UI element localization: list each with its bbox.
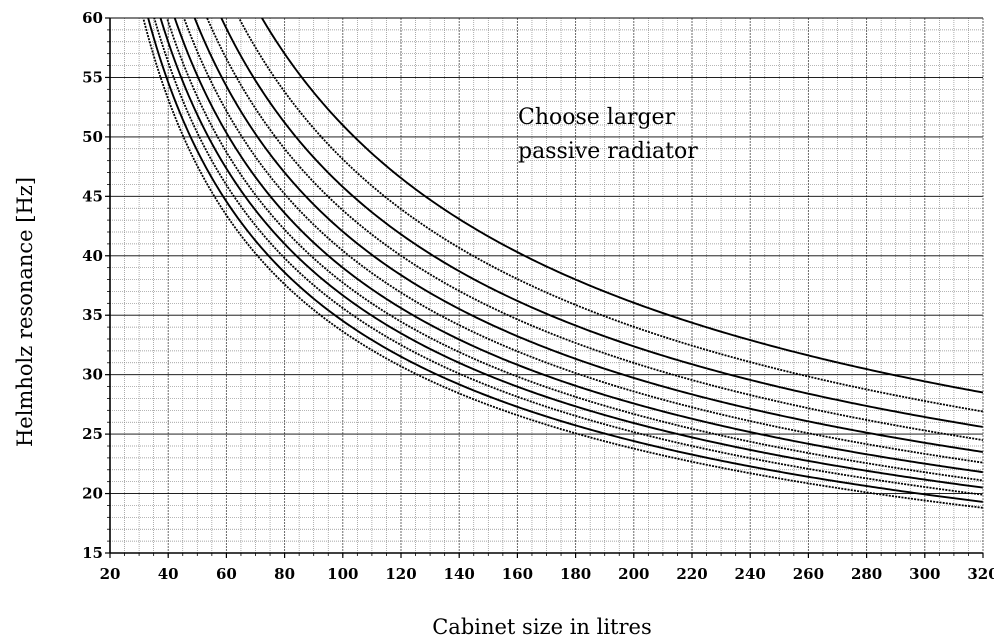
minor-grid [110,18,983,553]
y-tick-label: 15 [82,544,103,562]
x-tick-label: 20 [100,565,121,583]
x-tick-label: 40 [158,565,179,583]
y-tick-label: 35 [82,306,103,324]
series-line [193,18,983,453]
x-tick-label: 60 [216,565,237,583]
series-line [147,18,983,503]
x-tick-label: 180 [560,565,591,583]
series-line [166,18,983,482]
series-line [173,18,983,474]
y-axis-label: Helmholz resonance [Hz] [13,177,37,447]
x-tick-label: 300 [909,565,940,583]
series-line [153,18,983,496]
series-line [159,18,983,489]
series-line [206,18,983,441]
y-tick-label: 45 [82,187,103,205]
y-tick-label: 30 [82,366,103,384]
x-tick-label: 220 [676,565,707,583]
x-tick-label: 120 [385,565,416,583]
y-tick-label: 25 [82,425,103,443]
y-tick-label: 60 [82,9,103,27]
series-line [220,18,983,428]
x-tick-label: 240 [735,565,766,583]
axes [105,17,984,558]
x-tick-label: 200 [618,565,649,583]
y-tick-label: 20 [82,485,103,503]
series-line [182,18,983,464]
y-tick-label: 55 [82,68,103,86]
tick-labels: 20 40 60 80 100 120 140 160 180 200 220 240 260 280 30… [82,9,994,583]
x-tick-label: 260 [793,565,824,583]
x-tick-label: 100 [327,565,358,583]
series-line [260,18,983,394]
series-line [237,18,983,413]
x-tick-label: 80 [274,565,295,583]
curves [142,18,983,509]
x-axis-label: Cabinet size in litres [432,615,652,639]
y-tick-label: 50 [82,128,103,146]
x-tick-label: 160 [502,565,533,583]
x-tick-label: 320 [967,565,994,583]
x-tick-label: 280 [851,565,882,583]
x-tick-label: 140 [444,565,475,583]
y-tick-label: 40 [82,247,103,265]
annotation-line-2: passive radiator [518,139,698,164]
annotation-line-1: Choose larger [518,105,676,130]
